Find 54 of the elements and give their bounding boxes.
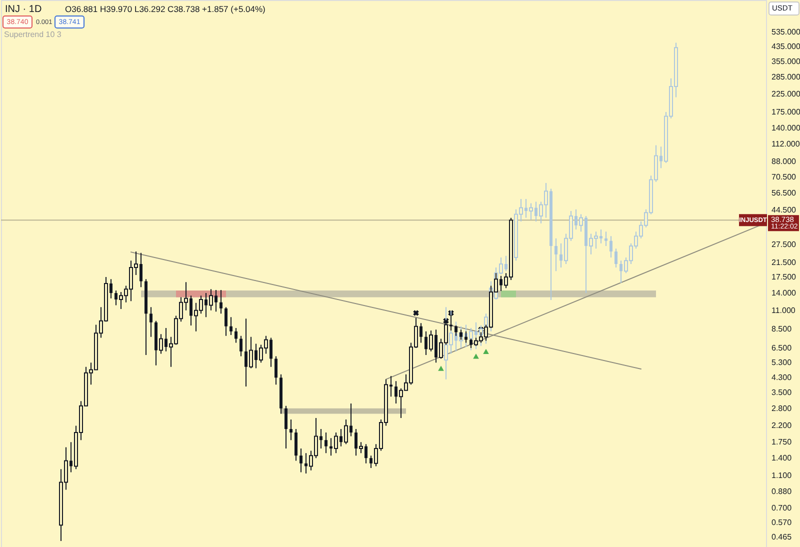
y-tick-label: 535.000 <box>772 27 800 36</box>
candlestick <box>290 418 292 441</box>
candlestick <box>220 290 222 314</box>
y-tick-label: 4.300 <box>772 373 792 382</box>
y-tick-label: 1.400 <box>772 454 792 463</box>
candlestick <box>294 428 298 462</box>
candlestick <box>604 231 608 246</box>
candlestick <box>230 316 232 336</box>
point <box>473 354 479 359</box>
candlestick <box>324 432 328 454</box>
candlestick <box>554 238 558 272</box>
y-tick-label: 8.500 <box>772 324 792 334</box>
y-tick-label: 5.300 <box>772 358 792 368</box>
candlestick <box>284 405 288 450</box>
y-tick-label: 0.570 <box>772 518 792 528</box>
y-tick-label: 140.000 <box>772 124 800 133</box>
candlestick <box>274 356 278 386</box>
y-tick-label: 112.000 <box>772 139 800 148</box>
y-tick-label: 21.500 <box>772 258 797 267</box>
y-tick-label: 0.465 <box>772 532 792 542</box>
y-tick-label: 14.000 <box>772 288 797 298</box>
y-tick-label: 435.000 <box>772 42 800 52</box>
y-tick-label: 285.000 <box>772 72 800 82</box>
y-tick-label: 27.500 <box>772 240 797 250</box>
candlestick <box>610 236 612 258</box>
candlestick <box>150 306 152 338</box>
y-tick-label: 6.500 <box>772 344 792 353</box>
y-tick-label: 44.500 <box>772 206 797 215</box>
y-tick-label: 3.500 <box>772 388 792 397</box>
candlestick <box>614 248 618 268</box>
y-tick-label: 2.800 <box>772 404 792 413</box>
y-tick-label: 2.200 <box>772 421 792 430</box>
chart-subtitle: O36.881 H39.970 L36.292 C38.738 +1.857 (+5.04%) <box>65 4 266 14</box>
y-tick-label: 1.100 <box>772 470 792 480</box>
y-tick-label: 225.000 <box>772 89 800 98</box>
y-tick-label: 56.500 <box>772 188 797 198</box>
y-tick-label: 0.700 <box>772 503 792 512</box>
y-tick-label: 0.880 <box>772 486 792 496</box>
point <box>483 348 489 354</box>
candlestick <box>300 448 302 473</box>
y-tick-label: 1.750 <box>772 438 792 447</box>
annotation: Supertrend 10 3 <box>4 30 62 39</box>
y-tick-label: 175.000 <box>772 108 800 117</box>
y-tick-label: 17.500 <box>772 272 797 282</box>
point <box>438 366 444 371</box>
candlestick <box>240 335 242 357</box>
y-tick-label: 11.000 <box>772 306 796 315</box>
y-tick-label: 355.000 <box>772 56 800 66</box>
point <box>413 310 419 316</box>
y-tick-label: 70.500 <box>772 172 797 182</box>
candlestick <box>234 327 238 344</box>
y-tick-label: 88.000 <box>772 156 797 166</box>
chart-title: INJ · 1D <box>5 4 42 15</box>
candlestick <box>224 306 228 336</box>
